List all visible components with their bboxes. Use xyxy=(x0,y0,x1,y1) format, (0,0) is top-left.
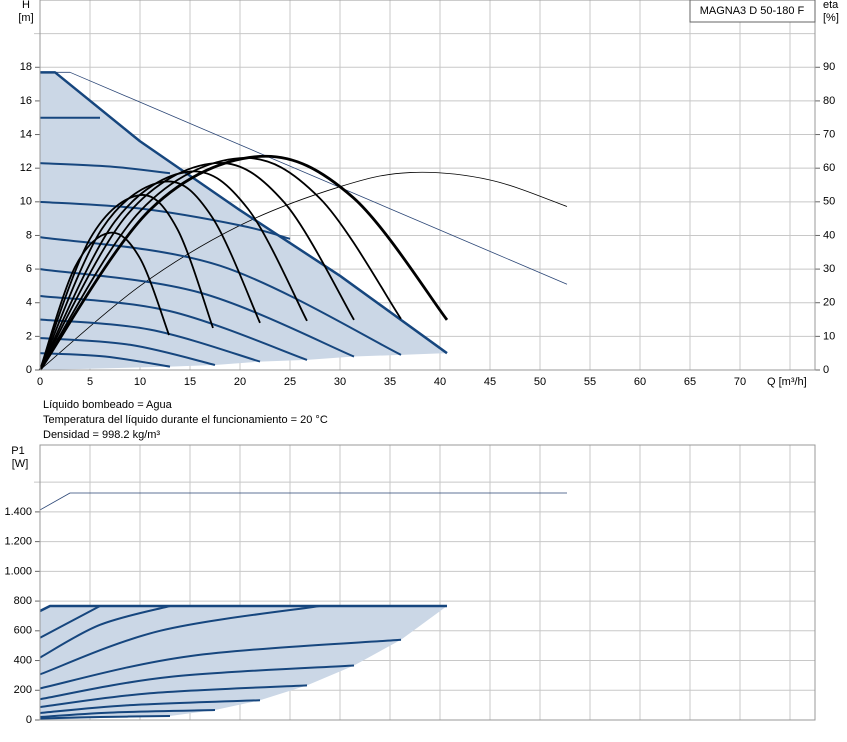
y-tick-label: 800 xyxy=(14,595,32,607)
y2-tick-label: 30 xyxy=(823,263,835,275)
y2-tick-label: 90 xyxy=(823,61,835,73)
y-tick-label: 2 xyxy=(26,330,32,342)
y2-tick-label: 80 xyxy=(823,95,835,107)
y2-tick-label: 10 xyxy=(823,330,835,342)
y-tick-label: 0 xyxy=(26,714,32,726)
note: Densidad = 998.2 kg/m³ xyxy=(43,429,160,441)
y2-tick-label: 20 xyxy=(823,297,835,309)
x-tick-label: 10 xyxy=(134,376,146,388)
curve xyxy=(39,231,170,371)
y-tick-label: 0 xyxy=(26,364,32,376)
y-tick-label: 12 xyxy=(20,162,32,174)
y-axis-label: [m] xyxy=(18,12,33,24)
x-tick-label: 70 xyxy=(734,376,746,388)
curve xyxy=(39,295,308,361)
y2-tick-label: 50 xyxy=(823,196,835,208)
legend-box xyxy=(689,0,816,23)
y2-axis-label: [%] xyxy=(823,12,839,24)
y-tick-label: 1.200 xyxy=(4,536,32,548)
curve xyxy=(38,154,449,371)
curve xyxy=(39,699,261,715)
y-tick-label: 200 xyxy=(14,684,32,696)
plot-layer xyxy=(34,0,820,721)
curve xyxy=(39,236,402,356)
y-tick-label: 1.000 xyxy=(4,565,32,577)
y2-tick-label: 60 xyxy=(823,162,835,174)
y-axis-label: [W] xyxy=(12,458,29,470)
curve xyxy=(39,664,355,701)
curve xyxy=(39,605,171,659)
y-tick-label: 600 xyxy=(14,625,32,637)
note: Líquido bombeado = Agua xyxy=(43,399,173,411)
y2-axis-label: eta xyxy=(823,0,839,11)
chart-title: MAGNA3 D 50-180 F xyxy=(700,5,805,17)
x-tick-label: 30 xyxy=(334,376,346,388)
y-tick-label: 14 xyxy=(20,128,32,140)
x-tick-label: 25 xyxy=(284,376,296,388)
plot-frame xyxy=(39,444,816,721)
x-tick-label: 45 xyxy=(484,376,496,388)
curve xyxy=(39,684,308,709)
y-tick-label: 8 xyxy=(26,229,32,241)
curve xyxy=(39,638,402,690)
curve xyxy=(39,709,216,719)
curve xyxy=(39,492,567,511)
area xyxy=(40,72,447,371)
x-axis-label: Q [m³/h] xyxy=(767,376,807,388)
curve xyxy=(39,605,101,639)
x-tick-label: 15 xyxy=(184,376,196,388)
curve xyxy=(40,71,448,355)
y-tick-label: 16 xyxy=(20,95,32,107)
plot-frame xyxy=(39,0,816,371)
x-tick-label: 35 xyxy=(384,376,396,388)
x-tick-label: 5 xyxy=(87,376,93,388)
x-tick-label: 50 xyxy=(534,376,546,388)
curve xyxy=(39,162,171,175)
x-tick-label: 65 xyxy=(684,376,696,388)
y-tick-label: 10 xyxy=(20,196,32,208)
y-tick-label: 1.400 xyxy=(4,506,32,518)
curve xyxy=(39,352,171,368)
y-tick-label: 4 xyxy=(26,297,32,309)
y-axis-label: H xyxy=(22,0,30,11)
y2-tick-label: 0 xyxy=(823,364,829,376)
curve xyxy=(39,714,171,720)
x-tick-label: 40 xyxy=(434,376,446,388)
x-tick-label: 20 xyxy=(234,376,246,388)
curve xyxy=(39,200,291,240)
y-tick-label: 400 xyxy=(14,654,32,666)
y-tick-label: 6 xyxy=(26,263,32,275)
curve xyxy=(39,604,447,613)
area xyxy=(40,605,447,720)
curve xyxy=(39,170,308,371)
y2-tick-label: 70 xyxy=(823,128,835,140)
x-tick-label: 55 xyxy=(584,376,596,388)
curve xyxy=(39,268,355,358)
curve xyxy=(39,604,321,676)
curve xyxy=(39,171,568,371)
x-tick-label: 0 xyxy=(37,376,43,388)
x-tick-label: 60 xyxy=(634,376,646,388)
y-axis-label: P1 xyxy=(11,445,24,457)
y-tick-label: 18 xyxy=(20,61,32,73)
note: Temperatura del líquido durante el funci… xyxy=(43,414,328,426)
y2-tick-label: 40 xyxy=(823,229,835,241)
